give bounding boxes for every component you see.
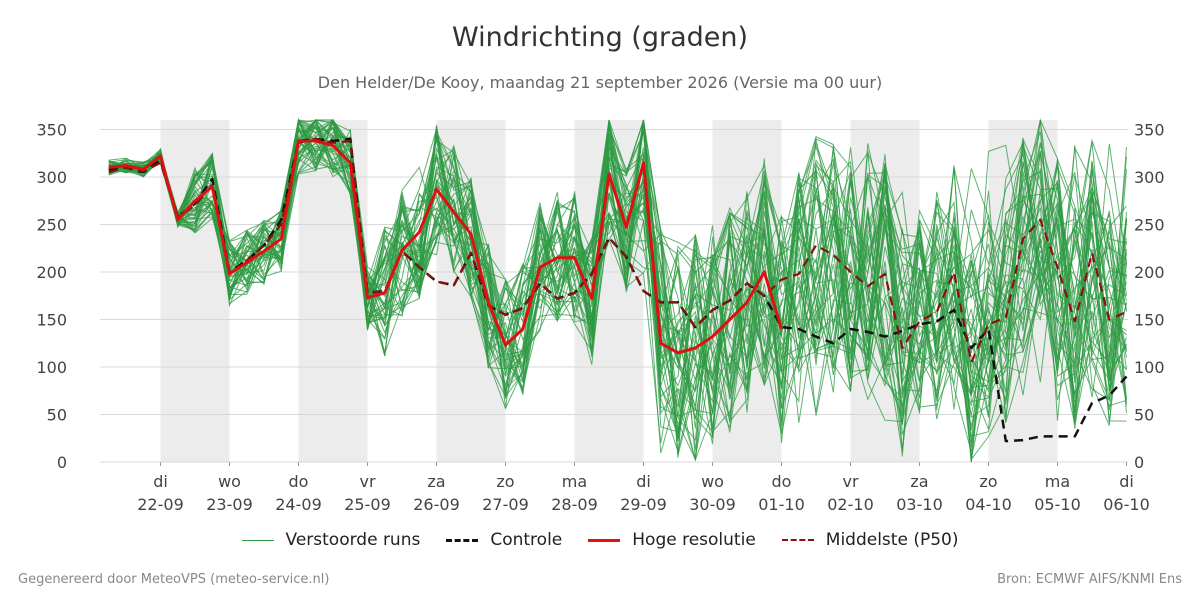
x-tick-day-14: di [1119,472,1134,491]
y-tick-left-100: 100 [36,358,67,377]
y-tick-right-200: 200 [1134,263,1165,282]
x-tick-day-13: ma [1045,472,1070,491]
legend-item-ensemble[interactable]: Verstoorde runs [241,530,421,550]
x-tick-date-0: 22-09 [137,495,184,514]
x-tick-day-0: di [153,472,168,491]
y-tick-left-200: 200 [36,263,67,282]
x-tick-date-13: 05-10 [1034,495,1081,514]
x-tick-day-2: do [289,472,309,491]
wind-direction-chart: 0 50 100 150 200 250 300 350 0 50 100 150 200 250 300… [36,118,1165,514]
footer-credit: Gegenereerd door MeteoVPS (meteo-service… [18,572,330,587]
series-controle [108,137,1128,443]
legend-swatch-control [446,538,479,542]
x-tick-date-9: 01-10 [758,495,805,514]
x-tick-day-11: za [910,472,928,491]
ensemble-run-48 [108,122,1127,454]
y-tick-left-50: 50 [47,406,67,425]
x-axis: di 22-09 wo 23-09 do 24-09 vr 25-09 za 26-09 zo 27-… [137,462,1150,514]
y-tick-right-100: 100 [1134,358,1165,377]
y-tick-left-350: 350 [36,121,67,140]
y-tick-left-250: 250 [36,216,67,235]
x-tick-day-6: ma [562,472,587,491]
ensemble-run-29 [108,119,1127,461]
legend-label-ensemble: Verstoorde runs [285,530,421,550]
y-tick-left-300: 300 [36,168,67,187]
x-tick-day-1: wo [218,472,241,491]
y-axis-left: 0 50 100 150 200 250 300 350 [36,121,67,473]
x-tick-day-12: zo [979,472,997,491]
x-tick-date-7: 29-09 [620,495,667,514]
y-tick-left-150: 150 [36,311,67,330]
y-tick-right-250: 250 [1134,216,1165,235]
y-tick-right-350: 350 [1134,121,1165,140]
x-tick-day-3: vr [359,472,375,491]
legend: Verstoorde runs Controle Hoge resolutie … [0,530,1200,550]
y-axis-right: 0 50 100 150 200 250 300 350 [1134,121,1165,473]
x-tick-day-7: di [636,472,651,491]
x-tick-date-1: 23-09 [206,495,253,514]
legend-label-hires: Hoge resolutie [632,530,756,550]
x-tick-date-4: 26-09 [413,495,460,514]
footer-source: Bron: ECMWF AIFS/KNMI Ens [997,572,1182,587]
x-tick-date-10: 02-10 [827,495,874,514]
ensemble-run-46 [108,119,1127,457]
x-tick-date-8: 30-09 [689,495,736,514]
chart-title: Windrichting (graden) [451,22,749,53]
x-tick-date-3: 25-09 [344,495,391,514]
x-tick-day-9: do [772,472,792,491]
x-tick-day-5: zo [496,472,514,491]
y-tick-right-150: 150 [1134,311,1165,330]
y-tick-right-300: 300 [1134,168,1165,187]
ensemble-run-47 [108,119,1127,396]
series-middelste-p50- [108,137,1127,364]
legend-item-median[interactable]: Middelste (P50) [781,530,959,550]
x-tick-date-12: 04-10 [965,495,1012,514]
y-tick-right-0: 0 [1134,453,1144,472]
chart-subtitle: Den Helder/De Kooy, maandag 21 september… [317,73,883,92]
ensemble-run-38 [108,120,1127,458]
x-tick-date-2: 24-09 [275,495,322,514]
legend-label-median: Middelste (P50) [825,530,959,550]
x-tick-day-8: wo [701,472,724,491]
x-tick-date-11: 03-10 [896,495,943,514]
series-hoge-resolutie [108,139,783,355]
x-tick-date-14: 06-10 [1103,495,1150,514]
legend-item-control[interactable]: Controle [446,530,562,550]
y-tick-left-0: 0 [57,453,67,472]
legend-label-control: Controle [490,530,563,550]
legend-swatch-median [781,539,814,541]
y-tick-right-50: 50 [1134,406,1154,425]
legend-swatch-ensemble [241,539,274,541]
main-series [108,137,1128,443]
x-tick-date-6: 28-09 [551,495,598,514]
x-tick-date-5: 27-09 [482,495,529,514]
legend-swatch-hires [588,538,621,542]
ensemble-lines [108,118,1127,463]
legend-item-hires[interactable]: Hoge resolutie [588,530,756,550]
x-tick-day-4: za [427,472,445,491]
x-tick-day-10: vr [842,472,858,491]
